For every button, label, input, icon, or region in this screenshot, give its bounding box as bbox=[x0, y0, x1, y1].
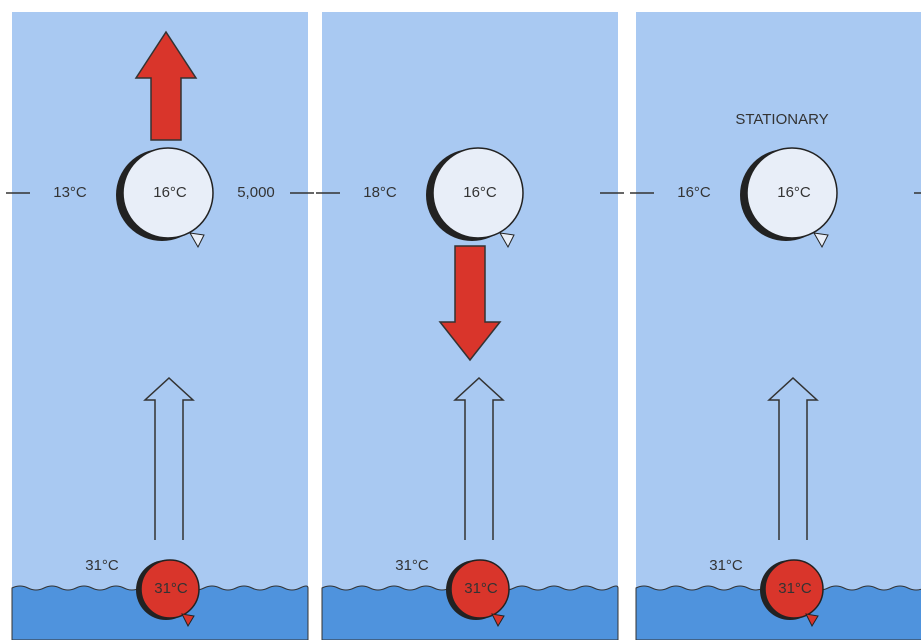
sky bbox=[636, 12, 921, 640]
panel: 16°C 16°C STATIONARY 31°C 31°C bbox=[630, 12, 921, 640]
panel: 16°C 13°C 5,000 31°C 31°C bbox=[6, 12, 314, 640]
surface-temp: 31°C bbox=[709, 557, 743, 574]
balloon-temp: 16°C bbox=[463, 184, 497, 201]
surface-temp: 31°C bbox=[85, 557, 119, 574]
panel: 16°C 18°C 31°C 31°C bbox=[316, 12, 624, 640]
balloon-temp: 16°C bbox=[153, 184, 187, 201]
surface-balloon-temp: 31°C bbox=[154, 580, 188, 597]
ambient-temp: 16°C bbox=[677, 184, 711, 201]
status: STATIONARY bbox=[735, 111, 828, 128]
diagram: 16°C13°C5,00031°C31°C16°C18°C31°C31°C16°… bbox=[0, 0, 921, 640]
ambient-temp: 18°C bbox=[363, 184, 397, 201]
surface-balloon-temp: 31°C bbox=[778, 580, 812, 597]
surface-balloon-temp: 31°C bbox=[464, 580, 498, 597]
balloon-temp: 16°C bbox=[777, 184, 811, 201]
ambient-temp: 13°C bbox=[53, 184, 87, 201]
surface-temp: 31°C bbox=[395, 557, 429, 574]
altitude: 5,000 bbox=[237, 184, 275, 201]
